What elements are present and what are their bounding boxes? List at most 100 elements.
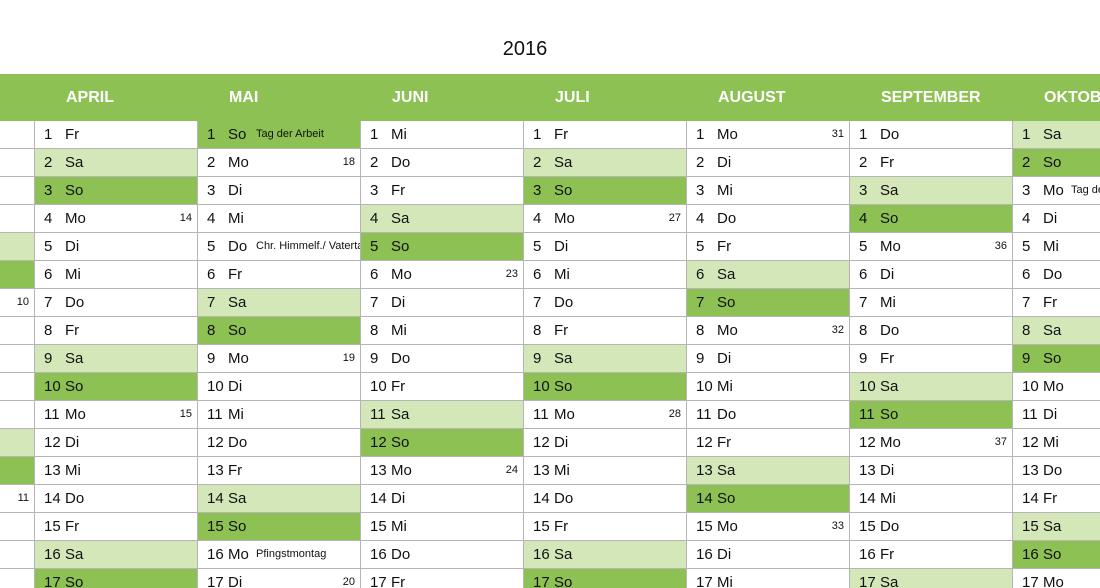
day-cell: 11 Mo 15 — [35, 401, 198, 429]
weekday: So — [554, 182, 573, 199]
day-cell: 14 Mi — [850, 485, 1013, 513]
day-cell: 15 Do — [850, 513, 1013, 541]
day-number: 4 — [859, 210, 868, 227]
weekday: Di — [228, 378, 243, 395]
weekday: Mo — [1043, 378, 1064, 395]
day-cell: 5 Fr — [687, 233, 850, 261]
day-cell: 8 Fr — [524, 317, 687, 345]
day-cell: 7 Sa — [198, 289, 361, 317]
month-name: JULI — [555, 89, 590, 106]
day-number: 9 — [44, 350, 53, 367]
day-number: 17 — [859, 574, 876, 588]
weekday: Fr — [65, 322, 80, 339]
month-name: JUNI — [392, 89, 429, 106]
day-number: 7 — [696, 294, 705, 311]
day-cell: 17 Di 20 — [198, 569, 361, 588]
day-number: 13 — [533, 462, 550, 479]
weekday: Di — [228, 182, 243, 199]
day-cell: 11 — [0, 485, 35, 513]
day-number: 5 — [696, 238, 705, 255]
week-number: 28 — [668, 408, 681, 420]
weekday: Di — [228, 574, 243, 588]
day-cell: 15 Mo 33 — [687, 513, 850, 541]
weekday: Fr — [554, 518, 569, 535]
day-cell: 4 Di — [1013, 205, 1100, 233]
day-cell: 11 Mi — [198, 401, 361, 429]
weekday: Do — [391, 350, 411, 367]
weekday: Sa — [880, 378, 899, 395]
day-number: 5 — [859, 238, 868, 255]
day-cell: 1 Sa — [1013, 121, 1100, 149]
weekday: Sa — [1043, 322, 1062, 339]
day-cell: 16 Mo Pfingstmontag — [198, 541, 361, 569]
day-cell: 1 So Tag der Arbeit — [198, 121, 361, 149]
day-number: 1 — [207, 126, 216, 143]
day-cell: 9 Mo 19 — [198, 345, 361, 373]
day-number: 5 — [370, 238, 379, 255]
day-cell: 16 Di — [687, 541, 850, 569]
day-cell: 9 So — [1013, 345, 1100, 373]
day-number: 7 — [1022, 294, 1031, 311]
day-number: 11 — [44, 406, 60, 423]
day-cell: 14 Do — [35, 485, 198, 513]
weekday: So — [65, 182, 84, 199]
day-cell: 10 Di — [198, 373, 361, 401]
week-number: 37 — [994, 436, 1007, 448]
day-number: 12 — [1022, 434, 1039, 451]
day-cell: 13 Sa — [687, 457, 850, 485]
day-cell: 6 Mi — [35, 261, 198, 289]
weekday: Di — [1043, 406, 1058, 423]
day-cell: 5 So — [361, 233, 524, 261]
day-number: 11 — [370, 406, 386, 423]
day-cell — [0, 429, 35, 457]
weekday: Mo — [717, 322, 738, 339]
day-cell: 16 So — [1013, 541, 1100, 569]
day-cell: 15 So — [198, 513, 361, 541]
day-number: 14 — [44, 490, 61, 507]
weekday: Sa — [554, 350, 573, 367]
day-number: 11 — [859, 406, 875, 423]
day-cell: 10 Fr — [361, 373, 524, 401]
day-cell — [0, 569, 35, 588]
day-cell: 8 Do — [850, 317, 1013, 345]
day-number: 10 — [44, 378, 61, 395]
day-number: 8 — [1022, 322, 1031, 339]
weekday: Do — [717, 210, 737, 227]
day-number: 15 — [696, 518, 713, 535]
weekday: Do — [880, 322, 900, 339]
day-cell: 13 Mi — [35, 457, 198, 485]
week-number: 31 — [831, 128, 844, 140]
day-cell: 4 Mo 27 — [524, 205, 687, 233]
weekday: Mo — [880, 434, 901, 451]
day-number: 5 — [207, 238, 216, 255]
week-number: 24 — [505, 464, 518, 476]
day-cell: 17 Sa — [850, 569, 1013, 588]
weekday: Do — [880, 518, 900, 535]
day-cell: 6 Mi — [524, 261, 687, 289]
day-number: 1 — [44, 126, 53, 143]
day-cell: 3 Sa — [850, 177, 1013, 205]
weekday: So — [391, 434, 410, 451]
day-cell: 4 Sa — [361, 205, 524, 233]
week-number: 14 — [179, 212, 192, 224]
day-cell: 1 Do — [850, 121, 1013, 149]
weekday: Fr — [65, 518, 80, 535]
day-number: 17 — [207, 574, 224, 588]
day-number: 7 — [44, 294, 53, 311]
day-number: 1 — [859, 126, 868, 143]
weekday: Sa — [880, 574, 899, 588]
weekday: Sa — [880, 182, 899, 199]
day-cell: 11 Do — [687, 401, 850, 429]
weekday: Di — [717, 350, 732, 367]
day-number: 10 — [207, 378, 224, 395]
weekday: Mi — [1043, 434, 1059, 451]
day-cell: 5 Mo 36 — [850, 233, 1013, 261]
day-cell: 7 So — [687, 289, 850, 317]
weekday: Mo — [391, 462, 412, 479]
weekday: Do — [228, 238, 248, 255]
day-cell: 14 Di — [361, 485, 524, 513]
weekday: So — [391, 238, 410, 255]
day-cell — [0, 233, 35, 261]
weekday: Mi — [880, 294, 896, 311]
day-cell: 2 Sa — [524, 149, 687, 177]
